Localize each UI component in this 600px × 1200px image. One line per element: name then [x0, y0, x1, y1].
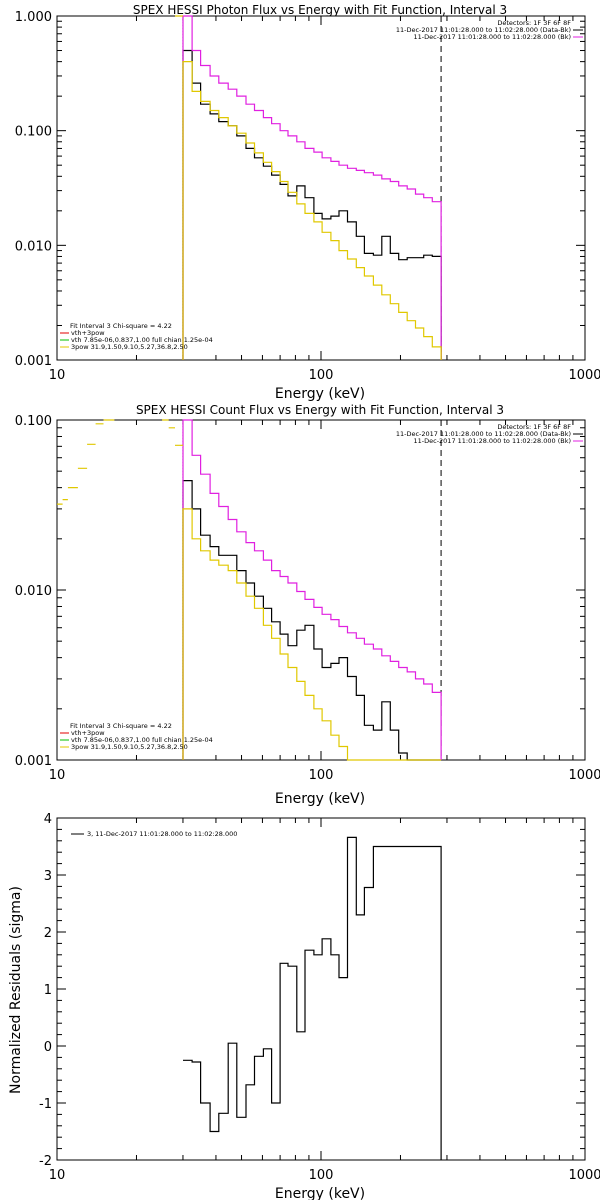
x-tick-label: 1000 [568, 768, 600, 783]
legend-header: Fit Interval 3 Chi-square = 4.22 [70, 322, 172, 330]
x-tick-label: 1000 [568, 1168, 600, 1183]
info-text: 11-Dec-2017 11:01:28.000 to 11:02:28.000… [414, 437, 572, 445]
legend-entry: vth 7.85e-06,0.837,1.00 full chian 1.25e… [71, 736, 213, 744]
series-black-line [182, 480, 442, 761]
y-tick-label: 1 [44, 983, 52, 998]
y-tick-label: 0.001 [15, 354, 52, 369]
x-tick-label: 10 [49, 1168, 66, 1183]
y-tick-label: 0.100 [15, 414, 52, 429]
info-text: Detectors: 1F 3F 6F 8F [497, 19, 571, 27]
y-tick-label: -2 [39, 1154, 52, 1169]
residuals-panel: Energy (keV) Normalized Residuals (sigma… [8, 812, 600, 1200]
series-black-line [183, 836, 442, 1160]
x-tick-label: 10 [49, 368, 66, 383]
y-tick-label: -1 [39, 1097, 52, 1112]
x-axis-label: Energy (keV) [275, 791, 365, 807]
series-magenta-line [182, 15, 442, 360]
y-tick-label: 0.001 [15, 754, 52, 769]
y-tick-label: 0.010 [15, 584, 52, 599]
legend-entry: 3pow 31.9,1.50,9.10,5.27,36.8,2.50 [71, 743, 188, 751]
plot-frame [56, 15, 586, 361]
y-tick-label: 0.100 [15, 125, 52, 140]
legend-entry: 3, 11-Dec-2017 11:01:28.000 to 11:02:28.… [87, 830, 237, 838]
series-black-line [182, 49, 442, 360]
series-yellow-line [57, 419, 442, 761]
x-tick-label: 1000 [568, 368, 600, 383]
x-tick-label: 100 [309, 1168, 334, 1183]
series-yellow-line [175, 15, 442, 360]
y-tick-label: 0.010 [15, 239, 52, 254]
x-axis-label: Energy (keV) [275, 1186, 365, 1200]
panel-title: SPEX HESSI Photon Flux vs Energy with Fi… [133, 3, 507, 17]
y-tick-label: 3 [44, 869, 52, 884]
x-tick-label: 100 [309, 768, 334, 783]
panel-title: SPEX HESSI Count Flux vs Energy with Fit… [136, 403, 504, 417]
legend-entry: vth+3pow [71, 329, 105, 337]
x-tick-label: 100 [309, 368, 334, 383]
x-axis-label: Energy (keV) [275, 386, 365, 402]
info-text: 11-Dec-2017 11:01:28.000 to 11:02:28.000… [414, 33, 572, 41]
legend-entry: 3pow 31.9,1.50,9.10,5.27,36.8,2.50 [71, 343, 188, 351]
y-axis-label: Normalized Residuals (sigma) [8, 886, 24, 1094]
count-flux-panel: SPEX HESSI Count Flux vs Energy with Fit… [15, 403, 600, 807]
info-text: Detectors: 1F 3F 6F 8F [497, 423, 571, 431]
y-tick-label: 0 [44, 1040, 52, 1055]
series-magenta-line [182, 419, 442, 760]
x-tick-label: 10 [49, 768, 66, 783]
info-text: 11-Dec-2017 11:01:28.000 to 11:02:28.000… [396, 26, 571, 34]
photon-flux-panel: SPEX HESSI Photon Flux vs Energy with Fi… [15, 3, 600, 402]
legend-entry: vth 7.85e-06,0.837,1.00 full chian 1.25e… [71, 336, 213, 344]
plot-frame [56, 817, 586, 1161]
legend-entry: vth+3pow [71, 729, 105, 737]
y-tick-label: 1.000 [15, 10, 52, 25]
y-tick-label: 2 [44, 926, 52, 941]
legend-header: Fit Interval 3 Chi-square = 4.22 [70, 722, 172, 730]
y-tick-label: 4 [44, 812, 52, 827]
info-text: 11-Dec-2017 11:01:28.000 to 11:02:28.000… [396, 430, 571, 438]
